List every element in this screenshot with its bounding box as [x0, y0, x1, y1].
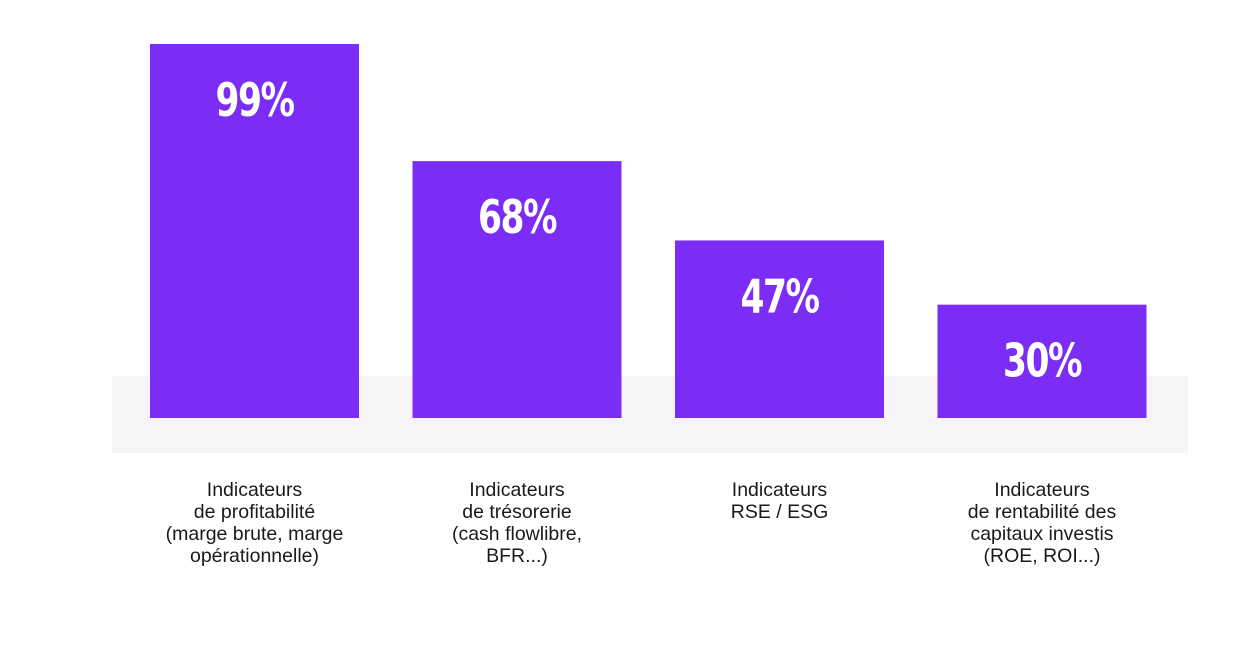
bar-value-label-1: 99% [216, 73, 295, 127]
bar-3 [675, 240, 884, 418]
category-label-line: Indicateurs [469, 479, 565, 501]
category-label-line: de rentabilité des [968, 501, 1117, 523]
bar-value-label-2: 68% [478, 190, 557, 244]
bar-value-label-3: 47% [741, 269, 820, 323]
bars-group [150, 44, 1147, 418]
bar-1 [150, 44, 359, 418]
category-label-line: (marge brute, marge [166, 523, 344, 545]
category-label-line: de profitabilité [194, 501, 315, 523]
bar-2 [412, 161, 622, 418]
category-label-4: Indicateurs de rentabilité des capitaux in… [968, 479, 1117, 567]
category-label-line: Indicateurs [732, 479, 828, 501]
category-label-1: Indicateurs de profitabilité (marge brute,… [166, 479, 344, 567]
category-labels-group: Indicateurs de profitabilité (marge brute,… [166, 479, 1117, 567]
bar-value-label-4: 30% [1003, 334, 1082, 388]
category-label-3: Indicateurs RSE / ESG [731, 479, 829, 523]
category-label-line: Indicateurs [994, 479, 1090, 501]
value-labels-group: 99% 68% 47% 30% [216, 73, 1084, 388]
category-label-line: Indicateurs [207, 479, 303, 501]
category-label-line: (cash flowlibre, [452, 523, 582, 545]
bar-4 [937, 304, 1147, 418]
category-label-2: Indicateurs de trésorerie (cash flowlibre,… [452, 479, 582, 567]
category-label-line: opérationnelle) [190, 545, 319, 567]
category-label-line: de trésorerie [462, 501, 571, 523]
category-label-line: capitaux investis [970, 523, 1113, 545]
category-label-line: RSE / ESG [731, 501, 829, 523]
category-label-line: BFR...) [486, 545, 548, 567]
category-label-line: (ROE, ROI...) [984, 545, 1101, 567]
